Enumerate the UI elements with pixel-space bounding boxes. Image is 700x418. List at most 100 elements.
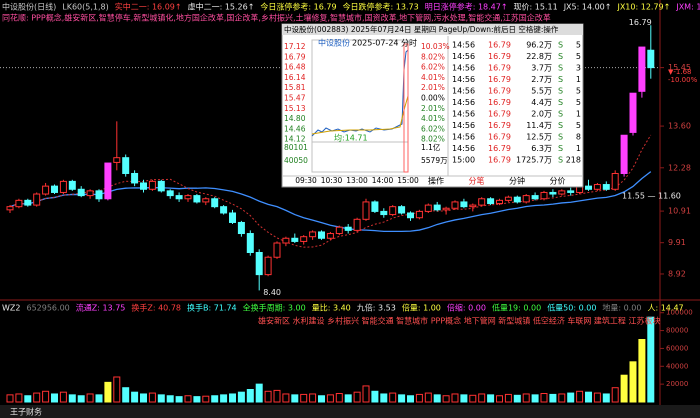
tick-side: S: [558, 156, 563, 165]
volume-bar: [291, 394, 299, 403]
tick-time: 14:56: [452, 75, 475, 84]
popup-average: 均:14.71: [334, 133, 368, 143]
volume-bar: [77, 395, 85, 403]
tick-price: 16.79: [488, 144, 511, 153]
candle-body: [593, 184, 601, 190]
indicator-label: JX5: 14.00↑: [563, 3, 612, 12]
volume-bar: [211, 395, 219, 403]
tick-count: 3: [576, 64, 581, 73]
indicator-label: 虚中二一: 15.26↑: [188, 2, 255, 12]
candle-body: [558, 190, 566, 195]
volume-bar: [113, 376, 121, 403]
volume-bar: [549, 393, 557, 403]
candle-body: [131, 172, 139, 184]
tick-count: 1: [576, 75, 581, 84]
popup-left-label: 14.80: [284, 114, 306, 123]
tick-time: 14:56: [452, 52, 475, 61]
volume-bar: [433, 394, 441, 403]
candle-body: [638, 46, 646, 92]
candle-body: [362, 201, 370, 220]
candle-body: [513, 196, 521, 203]
tick-volume: 5.5万: [531, 87, 552, 96]
volume-bar: [59, 391, 67, 403]
volume-bar: [282, 393, 290, 403]
popup-left-label: 15.81: [284, 83, 306, 92]
volume-bar: [335, 393, 343, 403]
tick-time: 14:56: [452, 110, 475, 119]
popup-right-label: 0.00%: [421, 94, 445, 103]
indicator-label: 低量19: 0.00: [492, 303, 541, 313]
y-tick-label: 40000: [666, 362, 688, 370]
candle-body: [469, 204, 477, 208]
popup-tab[interactable]: 操作: [428, 176, 444, 186]
indicator-label: 中设股份(日线): [2, 2, 56, 12]
candle-body: [68, 180, 76, 190]
tick-time: 14:56: [452, 41, 475, 50]
candle-body: [175, 195, 183, 200]
candle-body: [95, 190, 103, 200]
candle-body: [585, 185, 592, 190]
volume-bar: [460, 394, 468, 403]
volume-bar: [362, 385, 370, 403]
candle-body: [531, 195, 539, 200]
volume-bar: [513, 394, 521, 403]
volume-bar: [629, 361, 637, 403]
candle-body: [202, 198, 210, 203]
tick-side: S: [558, 87, 563, 96]
volume-bar: [122, 387, 130, 403]
candle-body: [496, 199, 503, 205]
candle-body: [398, 206, 406, 214]
volume-bar: [620, 374, 628, 403]
candle-body: [6, 206, 14, 211]
popup-tab[interactable]: 分钟: [509, 176, 525, 186]
popup-tab[interactable]: 分价: [550, 177, 566, 186]
volume-bar: [6, 394, 14, 403]
candle-body: [371, 201, 379, 212]
candle-body: [424, 204, 432, 212]
volume-bar: [131, 391, 139, 403]
volume-bar: [326, 394, 334, 403]
y-tick-label: 13.60: [668, 122, 691, 131]
tick-price: 16.79: [488, 52, 511, 61]
y-tick-label: 12.28: [668, 163, 691, 172]
tick-price: 16.79: [488, 133, 511, 142]
tick-time: 14:56: [452, 121, 475, 130]
tick-volume: 6.3万: [531, 144, 552, 153]
popup-time-label: 14:00: [372, 176, 394, 185]
volume-bar: [33, 392, 41, 403]
popup-right-label: 8.02%: [421, 52, 445, 61]
volume-bar: [86, 393, 94, 403]
volume-bar: [202, 395, 210, 403]
volume-bar: [478, 393, 486, 403]
range-label: 11.55 — 11.60: [622, 192, 681, 201]
intraday-average-line: [311, 95, 409, 135]
indicator-label: 今日跌停参考: 13.73: [343, 2, 419, 12]
candle-body: [415, 210, 423, 219]
indicator-label: WZ2: [2, 304, 20, 313]
candle-body: [522, 195, 530, 203]
volume-bar: [175, 396, 183, 403]
popup-tab[interactable]: 分笔: [469, 176, 485, 186]
volume-bar: [104, 381, 112, 403]
volume-bar: [229, 393, 236, 403]
volume-bar: [68, 394, 76, 403]
candle-body: [237, 221, 245, 235]
volume-concepts: 雄安新区 水利建设 乡村振兴 智能交通 智慧城市 PPP概念 地下管网 新型城镇…: [258, 316, 660, 326]
indicator-label: 现价: 15.11: [514, 3, 558, 12]
volume-bar: [504, 393, 512, 403]
volume-bar: [318, 395, 325, 403]
tick-side: S: [558, 52, 563, 61]
volume-bar: [398, 394, 406, 403]
volume-bar: [193, 396, 201, 403]
volume-bar: [273, 389, 281, 403]
tick-price: 16.79: [488, 64, 511, 73]
candle-body: [246, 233, 254, 253]
volume-bar: [451, 393, 459, 403]
volume-bar: [371, 390, 379, 403]
popup-time-label: 13:00: [346, 176, 368, 185]
change-pct: -10.00%: [668, 76, 698, 84]
tick-count: 8: [576, 133, 581, 142]
tick-time: 15:00: [452, 156, 475, 165]
tick-price: 16.79: [488, 156, 511, 165]
volume-bar: [42, 390, 50, 403]
